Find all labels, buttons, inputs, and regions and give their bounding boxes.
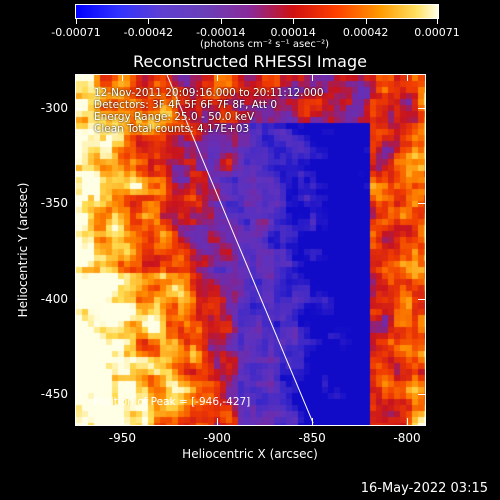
colorbar-tick-label: -0.00042	[123, 26, 174, 39]
detectors-text: Detectors: 3F 4F 5F 6F 7F 8F, Att 0	[94, 99, 278, 111]
colorbar-tick-label: 0.00014	[270, 26, 316, 39]
x-tick-label: -900	[203, 431, 231, 445]
colorbar-tick	[437, 19, 438, 24]
timestamp-footer: 16-May-2022 03:15	[360, 481, 488, 496]
x-tick	[312, 74, 314, 81]
y-tick	[418, 108, 425, 110]
y-tick-label: -300	[40, 101, 68, 116]
x-axis-title: Heliocentric X (arcsec)	[182, 447, 318, 461]
x-tick	[407, 418, 409, 425]
colorbar-tick-label: -0.00014	[196, 26, 246, 39]
colorbar-tick-label: 0.00042	[342, 26, 389, 39]
colorbar-tick	[148, 19, 150, 24]
y-tick	[418, 393, 425, 395]
peak-position-text: Position of Peak = [-946,-427]	[93, 396, 251, 408]
x-tick	[407, 74, 409, 81]
y-tick-label: -350	[40, 196, 68, 211]
x-tick	[217, 74, 219, 81]
colorbar-tick	[293, 19, 295, 24]
y-tick	[75, 393, 82, 395]
x-tick	[122, 74, 124, 81]
x-tick	[122, 418, 124, 425]
x-tick-label: -800	[393, 431, 421, 445]
x-tick	[217, 418, 219, 425]
colorbar-tick-label: -0.00071	[51, 26, 101, 39]
colorbar-tick	[76, 19, 77, 24]
y-tick	[75, 298, 82, 300]
clean-counts-text: Clean Total counts: 4.17E+03	[94, 123, 250, 135]
y-axis-title: Heliocentric Y (arcsec)	[16, 182, 30, 318]
plot-overlay	[166, 75, 314, 424]
x-tick-label: -850	[298, 431, 326, 445]
heatmap-image	[76, 75, 425, 425]
energy-range-text: Energy Range: 25.0 - 50.0 keV	[94, 111, 255, 123]
y-tick	[75, 108, 82, 110]
y-tick	[418, 203, 425, 205]
time-range-text: 12-Nov-2011 20:09:16.000 to 20:11:12.000	[94, 87, 324, 99]
x-tick-label: -950	[108, 431, 137, 445]
colorbar-tick-label: 0.00071	[414, 26, 460, 39]
chart-title: Reconstructed RHESSI Image	[133, 52, 367, 71]
limb-line	[166, 75, 314, 424]
plot-area	[75, 74, 426, 426]
y-tick	[418, 298, 425, 300]
colorbar-tick	[220, 19, 222, 24]
colorbar-tick	[365, 19, 367, 24]
y-tick	[75, 203, 82, 205]
colorbar	[75, 4, 439, 19]
colorbar-units: (photons cm⁻² s⁻¹ asec⁻²)	[200, 39, 330, 50]
y-tick-label: -400	[40, 291, 68, 306]
y-tick-label: -450	[40, 386, 68, 401]
x-tick	[312, 418, 314, 425]
